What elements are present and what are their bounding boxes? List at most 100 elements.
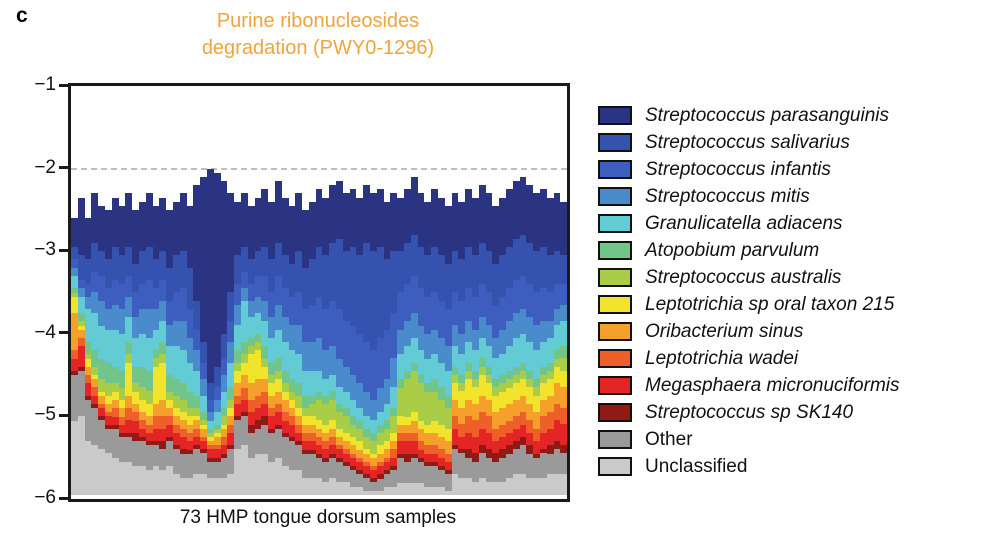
- bar-segment: [281, 420, 289, 433]
- bar-segment: [478, 358, 486, 367]
- bar-segment: [213, 424, 221, 429]
- sample-bar: [77, 197, 85, 495]
- bar-segment: [431, 247, 439, 293]
- bar-segment: [417, 462, 425, 483]
- bar-segment: [213, 366, 221, 388]
- bar-segment: [444, 453, 452, 462]
- bar-segment: [472, 420, 479, 437]
- bar-segment: [247, 354, 255, 384]
- bar-segment: [118, 255, 126, 285]
- bar-segment: [363, 185, 371, 243]
- bar-segment: [342, 321, 350, 367]
- bar-segment: [227, 424, 235, 433]
- bar-segment: [322, 461, 330, 483]
- bar-segment: [370, 470, 377, 479]
- bar-segment: [302, 308, 309, 342]
- bar-segment: [404, 284, 411, 322]
- bar-segment: [336, 482, 343, 495]
- bar-segment: [71, 420, 78, 495]
- bar-segment: [465, 432, 473, 450]
- bar-segment: [492, 441, 500, 454]
- bar-segment: [315, 453, 323, 458]
- bar-segment: [370, 350, 377, 400]
- bar-segment: [546, 337, 554, 363]
- bar-segment: [404, 462, 411, 483]
- bar-segment: [451, 251, 459, 293]
- bar-segment: [499, 424, 506, 437]
- bar-segment: [247, 205, 255, 260]
- bar-segment: [431, 379, 439, 392]
- sample-bar: [145, 193, 153, 495]
- bar-segment: [546, 428, 554, 446]
- bar-segment: [349, 375, 357, 400]
- bar-segment: [118, 424, 126, 434]
- bar-segment: [417, 457, 425, 463]
- bar-segment: [268, 428, 275, 433]
- bar-segment: [152, 465, 160, 495]
- bar-segment: [159, 300, 167, 322]
- bar-segment: [308, 259, 316, 305]
- bar-segment: [77, 197, 85, 256]
- bar-segment: [533, 478, 540, 495]
- bar-segment: [492, 428, 500, 442]
- sample-bar: [118, 205, 126, 496]
- bar-segment: [390, 193, 398, 252]
- bar-segment: [376, 462, 384, 467]
- bar-segment: [159, 416, 167, 429]
- bar-segment: [254, 333, 262, 342]
- bar-segment: [404, 321, 411, 347]
- bar-segment: [410, 412, 418, 421]
- sample-bar: [152, 205, 160, 495]
- bar-segment: [492, 379, 500, 388]
- bar-segment: [465, 457, 473, 479]
- bar-segment: [560, 358, 567, 371]
- bar-segment: [145, 416, 153, 425]
- bar-segment: [438, 362, 445, 388]
- bar-segment: [349, 399, 357, 417]
- bar-segment: [546, 453, 554, 475]
- bar-segment: [220, 424, 228, 429]
- bar-segment: [526, 185, 534, 243]
- bar-segment: [383, 329, 391, 380]
- bar-segment: [356, 383, 364, 409]
- bar-segment: [492, 263, 500, 305]
- bar-segment: [444, 395, 452, 409]
- bar-segment: [472, 387, 479, 404]
- bar-segment: [220, 453, 228, 458]
- bar-segment: [213, 461, 221, 479]
- bar-segment: [363, 437, 371, 450]
- bar-segment: [145, 193, 153, 248]
- bar-segment: [193, 407, 201, 417]
- bar-segment: [533, 453, 540, 458]
- bar-segment: [553, 284, 561, 309]
- bar-segment: [383, 201, 391, 260]
- bar-segment: [200, 474, 207, 495]
- bar-segment: [424, 486, 432, 495]
- bar-segment: [200, 412, 207, 421]
- bar-segment: [485, 457, 493, 483]
- bar-segment: [274, 403, 282, 413]
- bar-segment: [118, 371, 126, 388]
- bar-segment: [295, 445, 303, 471]
- bar-segment: [410, 420, 418, 434]
- bar-segment: [458, 424, 466, 437]
- bar-segment: [336, 437, 343, 446]
- bar-segment: [179, 449, 187, 454]
- bar-segment: [227, 474, 235, 495]
- bar-segment: [506, 189, 513, 248]
- bar-segment: [539, 416, 547, 433]
- bar-segment: [533, 387, 540, 396]
- bar-segment: [472, 296, 479, 330]
- bar-segment: [499, 354, 506, 375]
- bar-segment: [138, 420, 146, 429]
- bar-segment: [213, 478, 221, 495]
- bar-segment: [91, 387, 99, 396]
- bar-segment: [539, 432, 547, 450]
- bar-segment: [533, 457, 540, 479]
- bar-segment: [172, 255, 180, 293]
- bar-segment: [125, 317, 133, 342]
- bar-segment: [132, 317, 139, 338]
- bar-segment: [506, 432, 513, 446]
- bar-segment: [492, 482, 500, 495]
- bar-segment: [77, 416, 85, 495]
